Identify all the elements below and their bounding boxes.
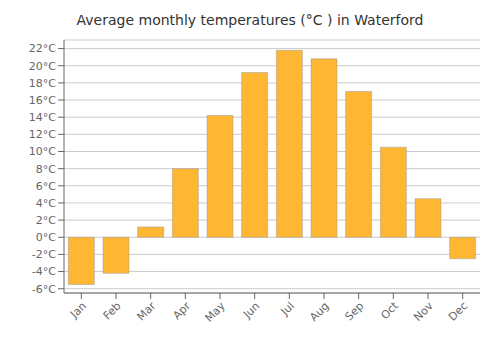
svg-text:Aug: Aug [307,299,331,323]
svg-text:Feb: Feb [101,299,124,322]
svg-text:Jun: Jun [240,299,262,321]
svg-text:16°C: 16°C [29,94,56,107]
svg-text:Apr: Apr [170,299,193,322]
svg-text:4°C: 4°C [36,197,56,210]
svg-text:Jul: Jul [278,299,297,318]
svg-text:-2°C: -2°C [32,248,56,261]
svg-text:2°C: 2°C [36,214,56,227]
svg-text:0°C: 0°C [36,231,56,244]
svg-text:Mar: Mar [134,299,158,323]
svg-text:Oct: Oct [378,299,401,322]
svg-text:May: May [202,299,228,325]
svg-text:22°C: 22°C [29,42,56,55]
svg-text:20°C: 20°C [29,60,56,73]
svg-text:Jan: Jan [67,299,89,321]
svg-text:12°C: 12°C [29,128,56,141]
svg-text:-6°C: -6°C [32,283,56,296]
svg-text:18°C: 18°C [29,77,56,90]
svg-text:6°C: 6°C [36,180,56,193]
svg-text:10°C: 10°C [29,145,56,158]
svg-text:Sep: Sep [342,299,366,323]
svg-text:-4°C: -4°C [32,265,56,278]
svg-text:Nov: Nov [411,299,436,324]
html-text:Average monthly temperatures (: Average monthly temperatures (°C ) in Wa… [76,12,424,28]
svg-text:14°C: 14°C [29,111,56,124]
svg-text:8°C: 8°C [36,163,56,176]
svg-text:Dec: Dec [446,299,470,323]
